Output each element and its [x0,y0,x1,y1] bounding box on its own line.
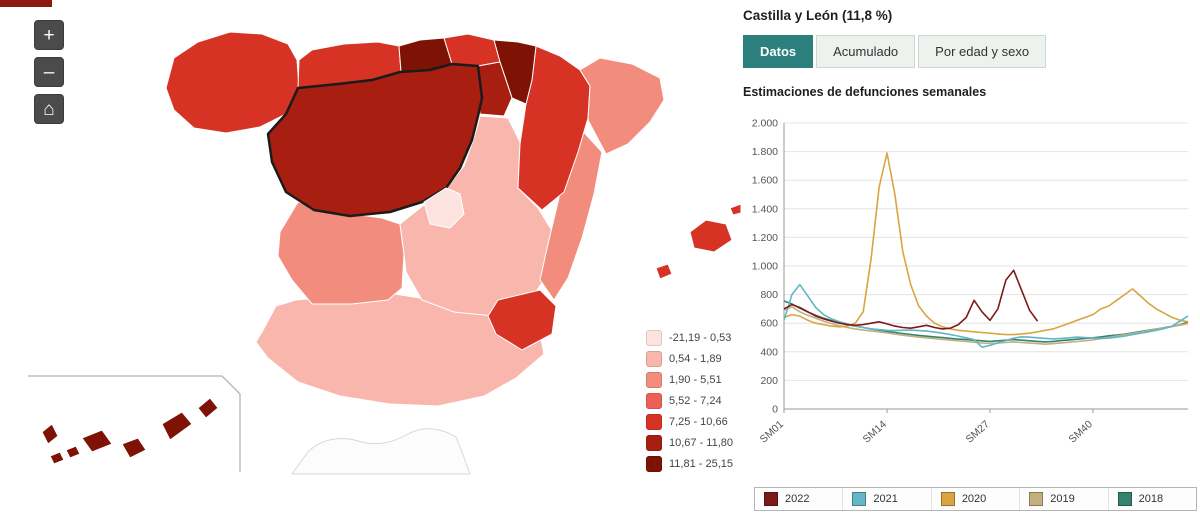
tab-bar: Datos Acumulado Por edad y sexo [743,35,1200,68]
chart-legend-swatch [852,492,867,506]
region-canarias-tenerife[interactable] [81,429,113,453]
svg-text:600: 600 [760,318,778,330]
map-legend-row: 0,54 - 1,89 [646,351,733,367]
map-legend-row: 11,81 - 25,15 [646,456,733,472]
map-legend: -21,19 - 0,53 0,54 - 1,89 1,90 - 5,51 5,52 … [646,330,733,477]
map-legend-row: 1,90 - 5,51 [646,372,733,388]
map-legend-swatch [646,351,662,367]
chart-legend-label: 2020 [961,493,987,505]
map-legend-row: -21,19 - 0,53 [646,330,733,346]
canary-inset-border [28,375,241,472]
zoom-in-button[interactable]: + [34,20,64,50]
svg-text:SM27: SM27 [964,418,993,445]
chart-legend-item-2022[interactable]: 2022 [755,488,842,510]
chart-legend-swatch [1029,492,1044,506]
region-title: Castilla y León (11,8 %) [743,8,893,23]
svg-text:2.000: 2.000 [752,118,778,130]
chart-legend-label: 2022 [785,493,810,505]
map-zoom-controls: + – ⌂ [34,20,64,124]
svg-text:1.400: 1.400 [752,203,778,215]
map-legend-label: 5,52 - 7,24 [669,395,722,407]
chart-series-2022 [783,269,1039,330]
chart-legend-label: 2021 [873,493,898,505]
tab-acumulado[interactable]: Acumulado [816,35,916,68]
region-canarias-el-hierro[interactable] [49,451,65,465]
map-legend-swatch [646,372,662,388]
region-madrid[interactable] [423,187,465,229]
map-legend-label: 10,67 - 11,80 [669,437,734,449]
region-castilla-la-mancha[interactable] [399,115,555,317]
chart-legend-swatch [940,492,955,506]
region-extremadura[interactable] [277,201,405,305]
region-baleares-mallorca[interactable] [689,219,733,253]
map-legend-swatch [646,414,662,430]
map-legend-label: -21,19 - 0,53 [669,332,732,344]
africa-coastline [291,428,471,475]
chart-legend-label: 2018 [1138,493,1164,505]
region-canarias-lanzarote[interactable] [197,397,219,419]
map-legend-swatch [646,435,662,451]
chart-title: Estimaciones de defunciones semanales [743,85,987,99]
svg-text:400: 400 [760,346,778,358]
details-panel: Castilla y León (11,8 %) Datos Acumulado… [742,0,1200,519]
map-legend-row: 10,67 - 11,80 [646,435,733,451]
tab-datos[interactable]: Datos [743,35,814,68]
spain-choropleth-map [28,31,742,475]
svg-text:1.600: 1.600 [752,175,778,187]
cropped-title-fragment [0,0,52,7]
region-cataluna[interactable] [579,57,665,155]
svg-text:0: 0 [772,404,778,416]
map-legend-label: 1,90 - 5,51 [669,374,722,386]
svg-text:SM01: SM01 [758,418,787,445]
chart-legend-item-2019[interactable]: 2019 [1019,488,1107,510]
zoom-out-button[interactable]: – [34,57,64,87]
chart-series-2019 [783,306,1189,345]
region-castilla-y-leon[interactable] [266,62,484,218]
region-canarias-la-gomera[interactable] [65,445,81,459]
tab-por-edad-y-sexo[interactable]: Por edad y sexo [918,35,1047,68]
svg-text:SM40: SM40 [1067,418,1096,445]
chart-legend-label: 2019 [1050,493,1075,505]
chart-legend-swatch [1117,492,1132,506]
chart-legend: 2022 2021 2020 2019 2018 [754,487,1197,511]
region-pais-vasco[interactable] [443,33,501,67]
map-legend-row: 7,25 - 10,66 [646,414,733,430]
region-canarias-gran-canaria[interactable] [121,437,147,459]
chart-legend-item-2021[interactable]: 2021 [842,488,930,510]
chart-legend-item-2020[interactable]: 2020 [930,488,1019,510]
region-canarias-la-palma[interactable] [41,423,59,445]
svg-text:1.800: 1.800 [752,146,778,158]
svg-text:800: 800 [760,289,778,301]
home-icon[interactable]: ⌂ [34,94,64,124]
chart-legend-swatch [764,492,778,506]
svg-text:SM14: SM14 [861,418,890,445]
svg-text:1.200: 1.200 [752,232,778,244]
region-baleares-menorca[interactable] [729,203,742,216]
choropleth-map-area: + – ⌂ -21,19 - 0,53 0,54 - 1,89 1,90 - 5,5… [0,0,742,477]
svg-text:200: 200 [760,375,778,387]
region-canarias-fuerteventura[interactable] [161,411,193,441]
region-galicia[interactable] [165,31,300,134]
map-legend-label: 0,54 - 1,89 [669,353,722,365]
chart-legend-item-2018[interactable]: 2018 [1107,488,1196,510]
svg-text:1.000: 1.000 [752,261,778,273]
map-legend-row: 5,52 - 7,24 [646,393,733,409]
map-legend-label: 7,25 - 10,66 [669,416,728,428]
map-legend-swatch [646,456,662,472]
map-legend-swatch [646,393,662,409]
map-legend-swatch [646,330,662,346]
map-legend-label: 11,81 - 25,15 [669,458,734,470]
region-murcia[interactable] [487,289,557,351]
weekly-deaths-line-chart: 0 200 400 600 800 1.000 1.200 1.400 1.600 1.800 2.… [752,118,1189,446]
region-baleares-ibiza[interactable] [655,263,673,280]
